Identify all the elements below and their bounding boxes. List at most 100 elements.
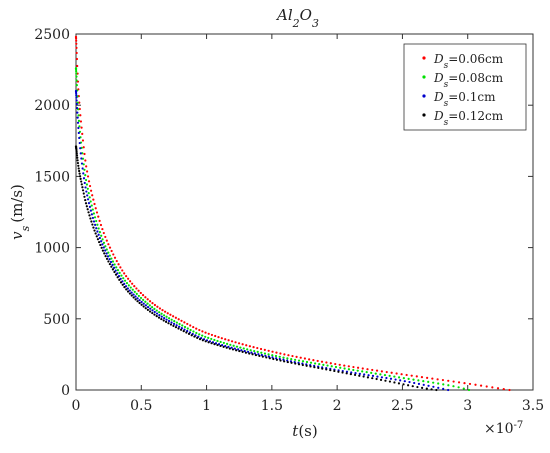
data-point	[88, 196, 91, 199]
data-point	[98, 219, 101, 222]
data-point	[175, 324, 178, 327]
data-point	[88, 184, 92, 188]
data-point	[84, 202, 88, 205]
data-point	[343, 367, 346, 370]
data-point	[149, 307, 152, 310]
data-point	[136, 297, 139, 300]
data-point	[162, 319, 165, 322]
data-point	[104, 249, 107, 252]
data-point	[162, 314, 166, 317]
data-point	[371, 377, 374, 380]
data-point	[114, 273, 118, 276]
data-point	[447, 384, 450, 387]
data-point	[123, 286, 126, 289]
data-point	[219, 340, 222, 344]
data-point	[260, 353, 263, 357]
x-axis-label: t(s)	[292, 422, 317, 440]
data-point	[491, 386, 494, 389]
data-point	[204, 340, 207, 343]
data-point	[85, 205, 88, 208]
data-point	[274, 354, 278, 358]
data-point	[76, 159, 79, 162]
data-point	[90, 213, 93, 216]
data-point	[204, 331, 207, 334]
data-point	[337, 370, 340, 373]
data-point	[77, 119, 81, 122]
data-point	[131, 288, 134, 291]
data-point	[91, 194, 94, 197]
data-point	[97, 233, 100, 236]
data-point	[187, 332, 191, 335]
data-point	[133, 285, 136, 288]
data-point	[75, 84, 78, 87]
data-point	[232, 344, 235, 347]
data-point	[75, 75, 78, 78]
data-point	[291, 354, 294, 358]
data-point	[117, 263, 120, 266]
data-point	[75, 46, 78, 49]
data-point	[174, 326, 178, 329]
data-point	[85, 183, 89, 186]
data-point	[412, 378, 415, 381]
y-tick-label: 2500	[34, 27, 70, 43]
data-point	[165, 318, 168, 321]
data-point	[230, 340, 234, 343]
data-point	[91, 216, 95, 220]
data-point	[86, 208, 89, 211]
data-point	[102, 246, 105, 249]
data-point	[313, 366, 316, 369]
data-point	[104, 245, 107, 248]
data-point	[367, 374, 370, 377]
data-point	[129, 280, 132, 283]
data-point	[95, 219, 98, 223]
data-point	[98, 236, 101, 240]
data-point	[379, 378, 383, 381]
data-point	[393, 375, 396, 378]
data-point	[129, 286, 132, 289]
data-point	[452, 385, 455, 388]
data-point	[416, 385, 419, 389]
data-point	[160, 312, 163, 315]
data-point	[322, 363, 325, 366]
data-point	[102, 241, 106, 244]
data-point	[79, 120, 83, 123]
data-point	[251, 353, 254, 356]
data-point	[132, 293, 135, 296]
data-point	[417, 379, 420, 382]
data-point	[140, 303, 143, 306]
data-point	[399, 379, 402, 382]
data-point	[415, 375, 418, 378]
data-point	[146, 308, 149, 311]
data-point	[225, 346, 228, 349]
data-point	[118, 278, 121, 281]
data-point	[254, 353, 258, 357]
data-point	[91, 208, 94, 211]
x-tick-label: 0.5	[130, 398, 152, 414]
data-point	[207, 336, 210, 339]
data-point	[75, 70, 78, 73]
data-point	[217, 336, 220, 339]
x-tick-label: 0	[72, 398, 81, 414]
data-point	[75, 93, 78, 97]
x-tick-label: 1.5	[261, 398, 283, 414]
data-point	[195, 331, 198, 335]
data-point	[317, 366, 320, 370]
data-point	[272, 357, 275, 361]
data-point	[263, 348, 266, 351]
legend-label: Ds=0.08cm	[433, 71, 504, 90]
data-point	[432, 385, 435, 388]
data-point	[96, 230, 99, 233]
data-point	[339, 366, 342, 369]
data-point	[233, 347, 236, 350]
data-point	[210, 333, 214, 337]
chart-title: Al2O3	[275, 6, 319, 30]
data-point	[502, 388, 505, 391]
data-point	[87, 180, 91, 183]
data-point	[86, 198, 90, 201]
data-point	[405, 373, 408, 377]
data-point	[87, 192, 90, 195]
data-point	[334, 362, 337, 366]
data-point	[92, 198, 95, 201]
data-point	[84, 178, 88, 182]
